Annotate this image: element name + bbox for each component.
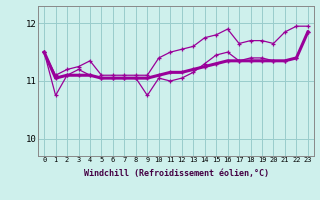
X-axis label: Windchill (Refroidissement éolien,°C): Windchill (Refroidissement éolien,°C): [84, 169, 268, 178]
